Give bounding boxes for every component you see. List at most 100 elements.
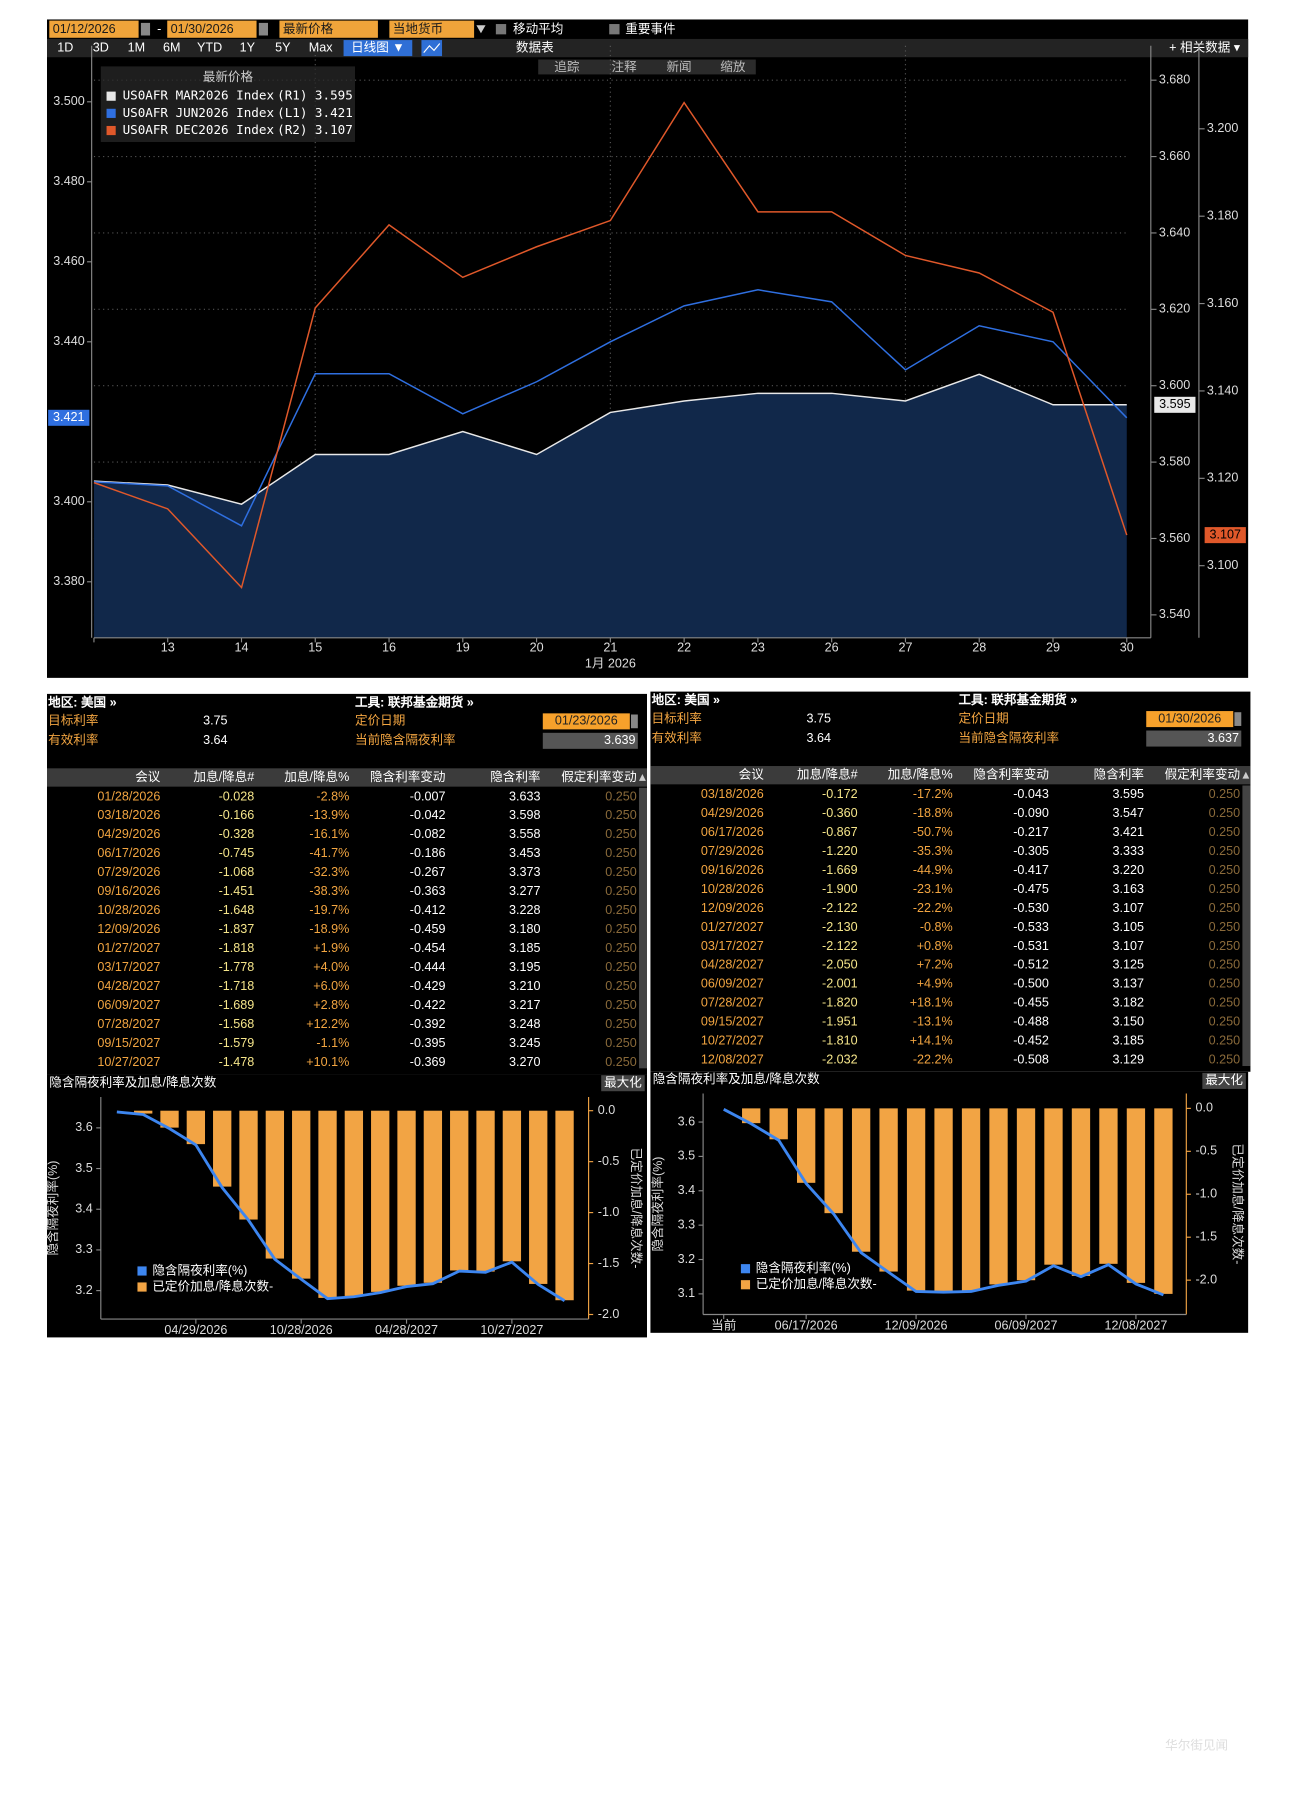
period-button[interactable]: YTD xyxy=(197,40,222,54)
table-cell: -0.395 xyxy=(410,1036,446,1050)
field-select[interactable] xyxy=(279,20,378,38)
currency-select[interactable] xyxy=(389,20,475,38)
region-selector[interactable]: 地区: 美国 » xyxy=(48,694,117,709)
watermark: 华尔街见闻 xyxy=(1165,1739,1228,1753)
field-name[interactable]: 最新价格 xyxy=(283,21,334,36)
instrument-selector[interactable]: 工具: 联邦基金期货 » xyxy=(958,692,1077,707)
start-date[interactable]: 01/12/2026 xyxy=(53,22,116,36)
scroll-up[interactable] xyxy=(1242,771,1250,779)
period-button[interactable]: 1M xyxy=(128,40,145,54)
tool-button[interactable]: 新闻 xyxy=(666,59,691,74)
maximize-button-label[interactable]: 最大化 xyxy=(604,1076,642,1090)
maximize-button[interactable] xyxy=(601,1075,645,1092)
events-toggle[interactable]: 重要事件 xyxy=(625,21,675,36)
date-field[interactable] xyxy=(49,20,139,38)
checkbox[interactable] xyxy=(495,24,507,35)
calendar-icon[interactable] xyxy=(140,22,151,36)
table-cell: -2.050 xyxy=(822,958,858,972)
pricing-date[interactable]: 01/30/2026 xyxy=(1158,711,1221,725)
period-button[interactable]: 1D xyxy=(57,40,73,54)
table-cell: -0.488 xyxy=(1013,1015,1049,1029)
instrument-selector[interactable]: 工具: 联邦基金期货 » xyxy=(355,694,474,709)
bar xyxy=(160,1110,179,1128)
moving-average[interactable]: 移动平均 xyxy=(513,22,563,36)
table-cell: 0.250 xyxy=(605,998,636,1012)
dropdown-arrow[interactable] xyxy=(476,25,486,34)
table-cell: -0.422 xyxy=(410,998,446,1012)
maximize-button-label[interactable]: 最大化 xyxy=(1205,1073,1243,1087)
bar xyxy=(1154,1108,1173,1294)
bar xyxy=(879,1108,898,1272)
table-cell: -22.2% xyxy=(913,1053,953,1067)
maximize-button[interactable] xyxy=(1202,1072,1246,1089)
legend-value: 3.421 xyxy=(315,105,353,120)
calendar-icon[interactable] xyxy=(1234,712,1242,726)
table-cell: 12/08/2027 xyxy=(701,1053,764,1067)
scrollbar[interactable] xyxy=(1242,785,1251,1067)
table-cell: -0.090 xyxy=(1013,806,1049,820)
period-button[interactable]: Max xyxy=(309,40,333,54)
checkbox[interactable] xyxy=(609,24,620,35)
scrollbar[interactable] xyxy=(638,787,647,1069)
x-tick-label: 10/27/2027 xyxy=(480,1323,543,1337)
tool-button[interactable]: 注释 xyxy=(612,60,638,74)
panel-background xyxy=(650,691,1251,1072)
table-cell: 0.250 xyxy=(605,1017,636,1031)
y-tick-label: 3.580 xyxy=(1159,454,1190,468)
end-date[interactable]: 01/30/2026 xyxy=(171,22,234,36)
table-cell: 0.250 xyxy=(1209,1015,1240,1029)
table-cell: -1.689 xyxy=(219,998,255,1012)
price-badge-label: 3.595 xyxy=(1159,397,1190,411)
calendar-icon[interactable] xyxy=(630,714,638,729)
table-cell: -0.452 xyxy=(1013,1034,1049,1048)
period-button[interactable]: 6M xyxy=(163,40,180,54)
table-cell: -0.328 xyxy=(219,827,255,841)
column-header: 加息/降息# xyxy=(193,769,254,784)
table-cell: +18.1% xyxy=(910,996,953,1010)
period-button[interactable]: 3D xyxy=(93,40,109,54)
table-cell: -0.745 xyxy=(219,846,255,860)
tool-button[interactable]: 追踪 xyxy=(554,59,580,74)
legend-value: 3.595 xyxy=(315,88,353,103)
column-header: 隐含利率变动 xyxy=(973,767,1048,782)
data-table-button[interactable]: 数据表 xyxy=(516,40,554,54)
pricing-date-field[interactable] xyxy=(1146,711,1234,728)
table-cell: 3.163 xyxy=(1112,882,1143,896)
table-cell: 06/09/2027 xyxy=(97,998,160,1012)
chart-style-glyph[interactable] xyxy=(423,43,441,54)
table-cell: -1.568 xyxy=(219,1017,255,1031)
table-cell: -0.042 xyxy=(410,808,446,822)
period-button[interactable]: 1Y xyxy=(240,40,256,54)
table-cell: -0.531 xyxy=(1013,939,1049,953)
table-cell: 3.277 xyxy=(509,884,540,898)
table-cell: -0.533 xyxy=(1013,920,1049,934)
table-cell: 3.182 xyxy=(1112,996,1143,1010)
table-cell: -0.305 xyxy=(1013,844,1049,858)
chart-title: 隐含隔夜利率及加息/降息次数 xyxy=(653,1071,820,1086)
y-tick-label: 3.2 xyxy=(678,1252,696,1266)
legend-axis-tag: (R1) xyxy=(277,88,307,103)
date-field[interactable] xyxy=(167,20,257,38)
tool-button[interactable]: 缩放 xyxy=(720,59,746,74)
table-cell: 0.250 xyxy=(1209,882,1240,896)
table-cell: 0.250 xyxy=(1209,1053,1240,1067)
table-cell: 3.210 xyxy=(509,979,540,993)
calendar-icon[interactable] xyxy=(258,22,268,36)
period-button[interactable]: 5Y xyxy=(275,40,291,54)
column-header: 隐含利率变动 xyxy=(370,769,445,784)
table-cell: 04/28/2027 xyxy=(701,958,764,972)
table-cell: -0.454 xyxy=(410,941,446,955)
table-cell: 03/17/2027 xyxy=(701,939,764,953)
table-cell: -0.043 xyxy=(1013,787,1049,801)
chart-type-button[interactable] xyxy=(343,40,413,57)
pricing-date-field[interactable] xyxy=(542,713,630,730)
currency-name[interactable]: 当地货币 xyxy=(393,22,443,36)
table-cell: -1.820 xyxy=(822,996,858,1010)
table-cell: -13.1% xyxy=(913,1015,953,1029)
pricing-date[interactable]: 01/23/2026 xyxy=(555,714,618,728)
chart-type[interactable]: 日线图 ▼ xyxy=(351,40,405,54)
related-data-button[interactable]: + 相关数据 ▾ xyxy=(1169,40,1241,54)
region-selector[interactable]: 地区: 美国 » xyxy=(652,692,721,707)
scroll-up[interactable] xyxy=(638,774,646,781)
